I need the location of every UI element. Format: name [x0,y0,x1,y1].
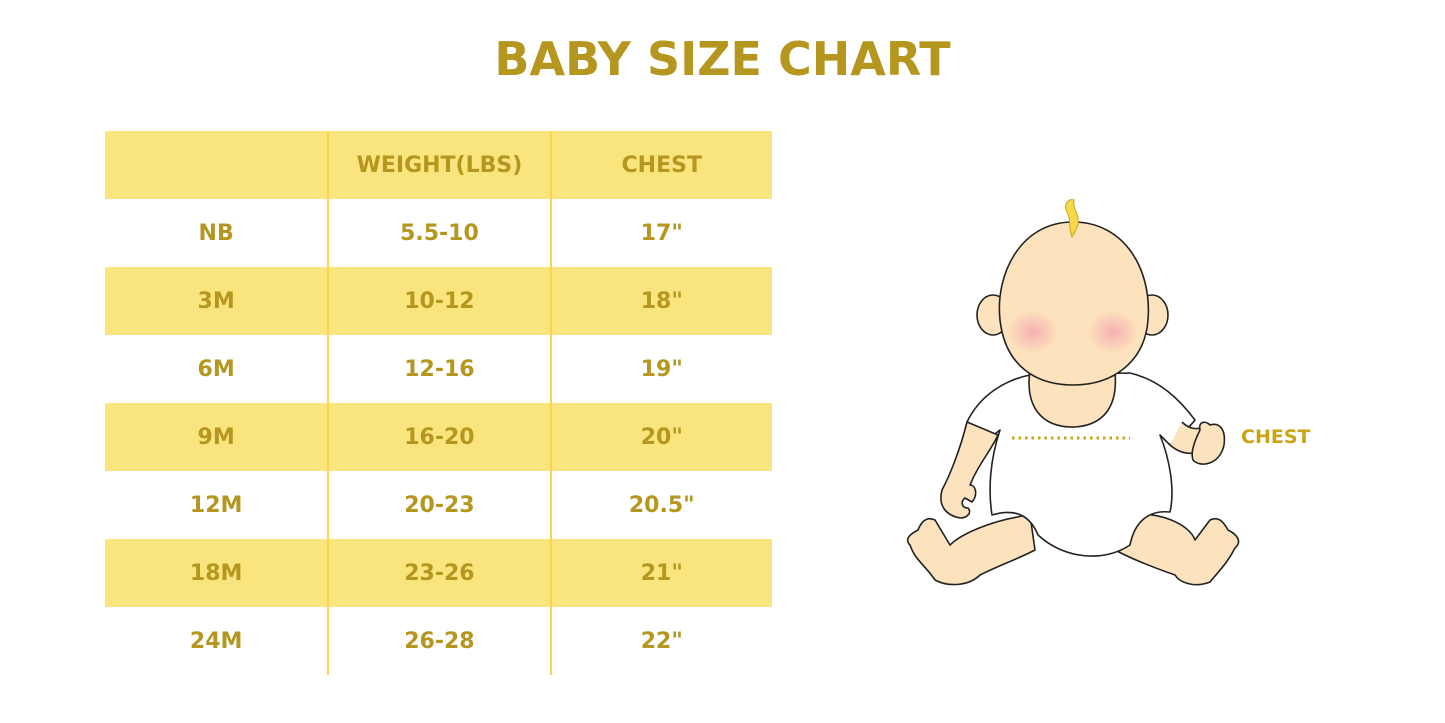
size-cell: 9M [197,424,235,450]
size-cell: 24M [189,628,243,654]
left-cheek-blush [1007,310,1059,354]
hair-curl [1065,199,1079,238]
page-title: BABY SIZE CHART [494,32,951,86]
weight-cell: 12-16 [327,335,549,403]
right-cheek-blush [1087,310,1139,354]
weight-cell: 26-28 [327,607,549,675]
table-row: 24M 26-28 22" [105,607,772,675]
chest-cell: 20" [549,403,772,471]
size-cell: 12M [189,492,243,518]
table-header-row: WEIGHT(LBS) CHEST [105,131,772,199]
weight-cell: 5.5-10 [327,199,549,267]
baby-illustration [906,199,1240,586]
right-fist [1191,421,1226,465]
size-table: WEIGHT(LBS) CHEST NB 5.5-10 17" 3M 10-12… [105,131,772,675]
header-cell: CHEST [549,131,772,199]
table-row: 3M 10-12 18" [105,267,772,335]
table-row: 6M 12-16 19" [105,335,772,403]
chest-cell: 17" [549,199,772,267]
neck [1028,369,1117,428]
table-row: NB 5.5-10 17" [105,199,772,267]
size-cell: 18M [189,560,243,586]
header-cell [105,131,327,199]
weight-cell: 20-23 [327,471,549,539]
size-cell: 3M [197,288,235,314]
size-cell: NB [198,220,234,246]
head [998,221,1150,386]
weight-cell: 10-12 [327,267,549,335]
chest-cell: 18" [549,267,772,335]
chest-cell: 21" [549,539,772,607]
chest-label: CHEST [1241,426,1311,448]
header-cell: WEIGHT(LBS) [327,131,549,199]
table-row: 9M 16-20 20" [105,403,772,471]
left-arm [940,421,999,519]
left-leg [906,514,1036,586]
chest-cell: 22" [549,607,772,675]
table-row: 12M 20-23 20.5" [105,471,772,539]
weight-cell: 23-26 [327,539,549,607]
right-leg [1114,513,1240,586]
table-row: 18M 23-26 21" [105,539,772,607]
size-cell: 6M [197,356,235,382]
weight-cell: 16-20 [327,403,549,471]
chest-cell: 20.5" [549,471,772,539]
chest-cell: 19" [549,335,772,403]
